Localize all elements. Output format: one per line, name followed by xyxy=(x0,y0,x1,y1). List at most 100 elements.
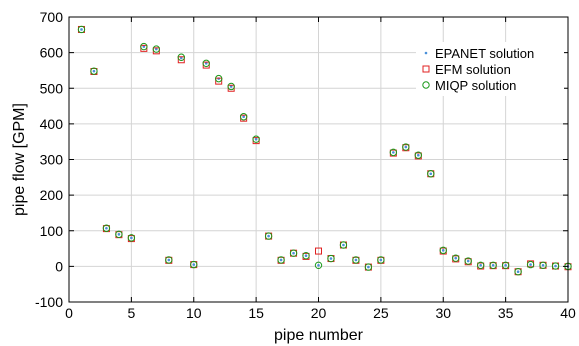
data-point-dot xyxy=(279,258,283,262)
data-point-circle xyxy=(152,45,161,53)
legend-label: MIQP solution xyxy=(435,78,516,93)
data-markers xyxy=(77,25,572,276)
y-tick-label: 400 xyxy=(40,116,64,132)
data-point-circle xyxy=(227,82,235,91)
data-point-circle xyxy=(526,260,535,269)
data-point-dot xyxy=(80,28,83,31)
legend-box xyxy=(416,42,564,96)
data-point-circle xyxy=(215,74,223,83)
data-point-dot xyxy=(142,45,146,48)
data-point-square xyxy=(215,77,223,85)
y-tick-label: 500 xyxy=(40,80,64,96)
data-point-dot xyxy=(504,264,507,267)
data-point-dot xyxy=(379,258,383,262)
x-axis-title: pipe number xyxy=(274,327,364,344)
data-point-circle xyxy=(551,262,560,270)
x-tick-label: 5 xyxy=(127,305,135,321)
y-axis-title: pipe flow [GPM] xyxy=(11,103,28,216)
legend-marker-symbol xyxy=(422,81,430,89)
data-point-circle xyxy=(165,256,173,264)
legend: EPANET solution EFM solution MIQP soluti… xyxy=(416,42,564,96)
y-tick-label: 200 xyxy=(40,187,64,203)
data-point-circle xyxy=(339,241,348,249)
data-point-dot xyxy=(417,153,420,157)
y-tick-label: 100 xyxy=(40,223,64,239)
data-point-circle xyxy=(314,261,323,270)
legend-entry-miqp: MIQP solution xyxy=(422,78,516,93)
data-point-circle xyxy=(414,151,422,159)
data-point-circle xyxy=(439,246,447,255)
data-point-circle xyxy=(202,59,210,68)
data-point-circle xyxy=(389,148,398,157)
data-point-dot xyxy=(429,172,433,176)
data-point-circle xyxy=(427,170,435,178)
data-point-dot xyxy=(479,264,482,267)
data-point-dot xyxy=(516,270,520,274)
y-tick-label: 600 xyxy=(40,45,64,61)
y-tick-label: 700 xyxy=(40,9,64,25)
data-point-circle xyxy=(264,232,273,240)
y-tick-label: 0 xyxy=(55,258,63,274)
data-point-circle xyxy=(140,42,148,51)
legend-label: EFM solution xyxy=(435,62,511,77)
data-point-circle xyxy=(190,260,198,269)
data-point-dot xyxy=(155,47,158,51)
data-point-circle xyxy=(177,53,185,61)
data-point-circle xyxy=(239,113,248,121)
x-tick-label: 35 xyxy=(498,305,514,321)
data-point-dot xyxy=(242,115,245,119)
data-point-circle xyxy=(514,268,522,276)
x-tick-label: 20 xyxy=(311,305,327,321)
x-tick-label: 40 xyxy=(560,305,576,321)
data-point-circle xyxy=(489,261,497,270)
data-point-dot xyxy=(254,137,258,141)
data-point-dot xyxy=(130,236,133,240)
legend-marker-symbol xyxy=(422,65,430,73)
data-point-circle xyxy=(377,256,385,264)
data-point-dot xyxy=(491,264,495,267)
legend-entry-epanet: EPANET solution xyxy=(424,46,534,61)
data-point-dot xyxy=(179,56,183,60)
data-point-dot xyxy=(292,251,295,255)
data-point-circle xyxy=(464,257,472,265)
data-point-circle xyxy=(327,254,335,263)
legend-marker-dot xyxy=(424,51,428,55)
data-point-square xyxy=(315,247,322,255)
data-point-circle xyxy=(277,256,285,264)
y-tick-label: 300 xyxy=(40,152,64,168)
data-point-circle xyxy=(102,224,111,232)
legend-marker-circle xyxy=(422,81,430,89)
data-point-circle xyxy=(539,261,547,270)
data-point-circle xyxy=(115,230,123,239)
data-point-circle xyxy=(501,261,510,270)
data-point-dot xyxy=(441,249,445,252)
data-point-dot xyxy=(192,263,196,266)
data-point-circle xyxy=(289,249,298,257)
data-point-dot xyxy=(541,264,545,267)
data-point-dot xyxy=(329,257,333,260)
data-point-dot xyxy=(317,264,320,267)
data-point-dot xyxy=(454,256,458,260)
x-tick-label: 10 xyxy=(186,305,202,321)
data-point-dot xyxy=(204,62,208,65)
data-point-dot xyxy=(529,263,532,266)
axis-ticks: 0 5 10 15 20 25 30 35 40-10001002003004005006007… xyxy=(35,9,576,321)
y-tick-label: -100 xyxy=(35,294,63,310)
data-point-dot xyxy=(167,258,171,262)
data-point-dot xyxy=(304,254,308,257)
data-point-dot xyxy=(392,151,395,154)
data-point-circle xyxy=(476,261,485,270)
data-point-dot xyxy=(117,233,121,236)
data-point-dot xyxy=(105,226,108,230)
data-point-dot xyxy=(229,85,233,88)
data-point-dot xyxy=(466,259,470,263)
data-point-circle xyxy=(452,254,460,262)
data-point-circle xyxy=(364,263,373,271)
data-point-circle xyxy=(402,143,410,151)
data-point-dot xyxy=(354,258,358,262)
x-tick-label: 0 xyxy=(65,305,73,321)
data-point-dot xyxy=(342,243,345,247)
data-point-dot xyxy=(267,234,270,238)
data-point-dot xyxy=(367,265,370,269)
